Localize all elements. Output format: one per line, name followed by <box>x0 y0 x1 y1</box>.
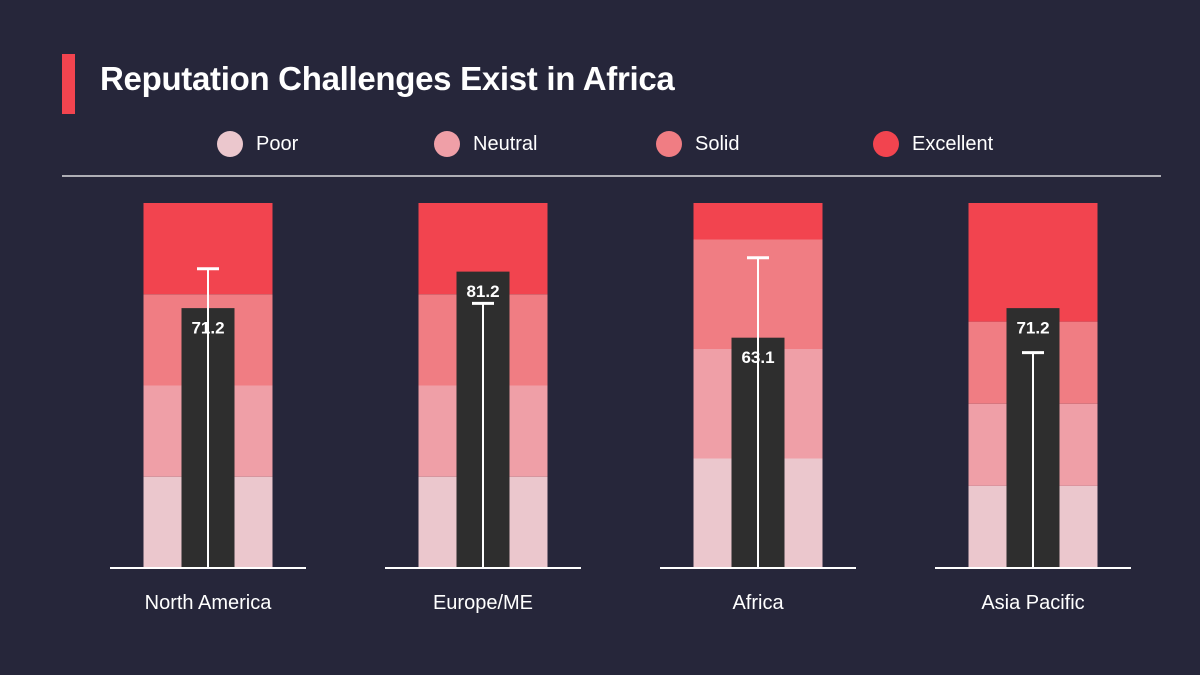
slide-title: Reputation Challenges Exist in Africa <box>100 60 675 97</box>
category-label-asia-pacific: Asia Pacific <box>981 592 1084 614</box>
category-label-europe-me: Europe/ME <box>433 592 533 614</box>
legend-label-excellent: Excellent <box>912 133 994 155</box>
legend-swatch-poor <box>217 131 243 157</box>
legend-label-solid: Solid <box>695 133 739 155</box>
category-label-africa: Africa <box>732 592 784 614</box>
value-label-africa: 63.1 <box>741 348 774 367</box>
value-label-asia-pacific: 71.2 <box>1016 319 1049 338</box>
legend-swatch-solid <box>656 131 682 157</box>
legend-swatch-neutral <box>434 131 460 157</box>
value-label-europe-me: 81.2 <box>466 282 499 301</box>
legend-label-neutral: Neutral <box>473 133 537 155</box>
category-label-north-america: North America <box>145 592 273 614</box>
band-excellent-asia-pacific <box>968 203 1098 322</box>
legend-swatch-excellent <box>873 131 899 157</box>
title-accent-bar <box>62 54 75 114</box>
legend-label-poor: Poor <box>256 133 299 155</box>
value-label-north-america: 71.2 <box>191 319 224 338</box>
band-excellent-africa <box>693 203 823 240</box>
